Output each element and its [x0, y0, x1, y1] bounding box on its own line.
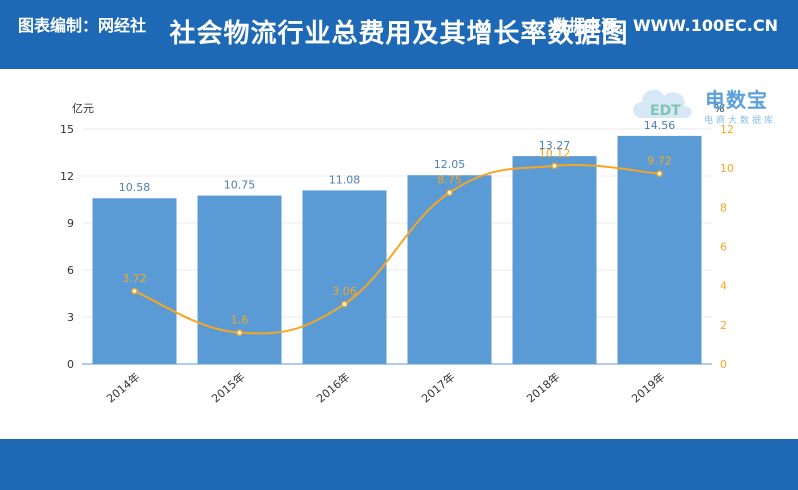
- footer-credit: 图表编制：网经社: [18, 16, 147, 35]
- y-left-tick-label: 3: [67, 311, 74, 324]
- line-point: [236, 329, 243, 336]
- x-tick-label: 2017年: [419, 370, 458, 406]
- line-point: [656, 170, 663, 177]
- cloud-text: EDT: [650, 103, 681, 119]
- y-left-tick-label: 12: [60, 170, 74, 183]
- line-point: [131, 287, 138, 295]
- bar: [407, 175, 492, 364]
- cloud-icon: [633, 89, 692, 118]
- bar-value-label: 11.08: [329, 173, 361, 186]
- bar-value-label: 13.27: [539, 139, 571, 152]
- growth-rate-line: [134, 163, 660, 335]
- x-tick-label: 2014年: [104, 370, 143, 406]
- line-value-label: 8.75: [437, 174, 462, 187]
- x-tick-label: 2019年: [629, 370, 668, 406]
- y-right-tick-label: 0: [720, 358, 727, 371]
- line-value-label: 3.06: [332, 285, 357, 298]
- y-right-tick-label: 12: [720, 123, 734, 136]
- bar: [512, 156, 597, 364]
- line-value-label: 1.6: [231, 314, 249, 327]
- x-tick-label: 2018年: [524, 370, 563, 406]
- footer-bar: [0, 439, 798, 490]
- chart-line-series: [131, 162, 663, 336]
- footer-source: 数据来源：WWW.100EC.CN: [552, 16, 778, 35]
- line-value-label: 3.72: [122, 272, 147, 285]
- line-point: [341, 300, 348, 308]
- bar-value-label: 10.58: [119, 181, 151, 194]
- watermark-brand: 电数宝: [705, 88, 768, 112]
- watermark-logo: EDT: [633, 89, 692, 119]
- bar-value-label: 10.75: [224, 179, 256, 192]
- chart-bars: [92, 135, 702, 364]
- line-value-label: 10.12: [539, 147, 571, 160]
- y-left-tick-label: 15: [60, 123, 74, 136]
- y-right-tick-label: 4: [720, 280, 727, 293]
- line-value-label: 9.72: [647, 155, 672, 168]
- bar: [302, 190, 387, 364]
- line-point: [446, 189, 453, 196]
- line-point: [551, 162, 558, 170]
- y-right-tick-label: 2: [720, 319, 727, 332]
- x-tick-label: 2016年: [314, 370, 353, 406]
- x-tick-label: 2015年: [209, 370, 248, 406]
- y-left-tick-label: 6: [67, 264, 74, 277]
- y-right-tick-label: 6: [720, 241, 727, 254]
- y-left-tick-label: 9: [67, 217, 74, 230]
- page-title: 社会物流行业总费用及其增长率数据图: [169, 19, 629, 49]
- y-right-tick-label: 10: [720, 162, 734, 175]
- bar: [197, 195, 282, 364]
- y-right-tick-label: 8: [720, 201, 727, 214]
- y-left-axis-label: 亿元: [72, 102, 94, 115]
- header-bar: [0, 0, 798, 69]
- chart-bar-labels: 10.58 10.75 11.08 12.05 13.27 14.56: [119, 119, 676, 194]
- bar-value-label: 12.05: [434, 158, 466, 171]
- y-left-tick-label: 0: [67, 358, 74, 371]
- chart-line-labels: 3.72 1.6 3.06 8.75 10.12 9.72: [122, 147, 672, 327]
- bar-value-label: 14.56: [644, 119, 676, 132]
- bar: [92, 198, 177, 364]
- y-right-axis-label: %: [714, 102, 724, 115]
- watermark-brand-sub: 电商大数据库: [704, 116, 777, 126]
